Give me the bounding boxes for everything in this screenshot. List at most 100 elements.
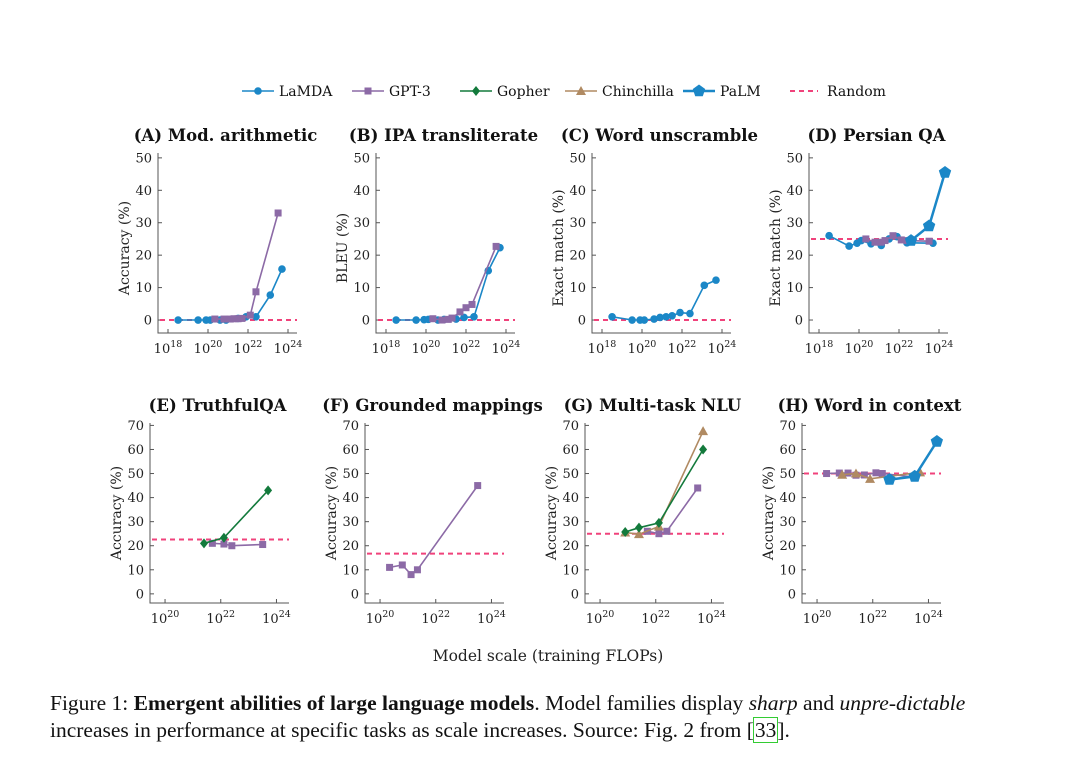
series-gopher [621,444,708,538]
data-point [837,469,848,479]
citation-link[interactable]: 33 [752,717,779,743]
axis-frame [364,423,504,604]
data-point [908,469,921,482]
axis-frame [584,423,724,604]
panel-title: (H) Word in context [778,396,962,415]
y-tick-label: 30 [353,216,370,231]
data-point [938,166,952,178]
legend-label: Chinchilla [602,84,674,100]
y-tick-label: 0 [571,587,579,602]
y-tick-label: 40 [135,184,152,199]
y-tick-label: 20 [562,539,579,554]
y-tick-label: 50 [562,467,579,482]
data-point [264,485,273,496]
panel-title: (D) Persian QA [808,126,946,145]
data-point [862,235,870,243]
series-line [842,471,921,480]
y-tick-label: 70 [562,419,579,434]
series-gpt-3 [429,242,500,324]
data-point [860,471,868,479]
data-point [633,529,644,539]
x-tick-label: 1018 [805,339,834,357]
y-tick-label: 10 [353,281,370,296]
legend-marker-pentagon-icon [692,84,706,97]
y-tick-label: 0 [578,314,586,329]
x-tick-label: 1020 [194,339,223,357]
y-tick-label: 10 [779,563,796,578]
series-line [647,487,699,535]
series-line [624,449,704,533]
y-tick-label: 70 [342,419,359,434]
x-tick-label: 1022 [858,609,887,627]
data-point [881,237,889,245]
data-point [699,444,708,455]
data-point [655,530,663,538]
panel-title: (C) Word unscramble [561,126,758,145]
y-tick-label: 50 [569,151,586,166]
x-tick-label: 1024 [925,339,954,357]
x-tick-label: 1020 [151,609,180,627]
caption-bold: Emergent abilities of large language mod… [133,691,535,715]
y-tick-label: 0 [351,587,359,602]
series-chinchilla [620,426,709,539]
data-point [230,315,238,323]
x-tick-label: 1022 [234,339,263,357]
caption-text: . [784,718,790,742]
y-tick-label: 50 [786,151,803,166]
y-tick-label: 30 [135,216,152,231]
data-point [278,265,286,273]
y-tick-label: 20 [342,539,359,554]
panel-title: (E) TruthfulQA [149,396,287,415]
data-point [386,563,394,571]
data-point [922,219,936,232]
y-tick-label: 60 [127,443,144,458]
x-tick-label: 1024 [914,609,943,627]
legend-marker-circle-icon [254,87,262,95]
data-point [462,304,470,312]
data-point [252,312,260,321]
legend-label: GPT-3 [389,84,431,100]
data-point [412,316,420,324]
y-tick-label: 70 [779,419,796,434]
data-point [663,527,671,535]
panel-title: (A) Mod. arithmetic [134,126,318,145]
y-tick-label: 40 [779,491,796,506]
y-axis-label: BLEU (%) [335,213,351,283]
data-point [865,473,876,483]
data-point [468,300,476,308]
data-point [668,312,676,320]
data-point [429,315,437,323]
x-tick-label: 1018 [588,339,617,357]
y-tick-label: 60 [562,443,579,458]
data-point [438,316,446,324]
caption-italic: sharp [748,691,798,715]
data-point [662,312,670,321]
series-line [178,268,283,321]
y-tick-label: 20 [569,249,586,264]
y-tick-label: 40 [342,491,359,506]
x-tick-label: 1024 [477,609,506,627]
data-point [825,231,833,240]
data-point [460,313,468,322]
series-line [396,247,501,321]
data-point [656,313,664,322]
data-point [492,242,500,250]
data-point [654,517,663,528]
data-point [448,314,456,322]
panel-title: (G) Multi-task NLU [564,396,742,415]
y-tick-label: 10 [569,281,586,296]
y-axis-label: Accuracy (%) [109,466,125,561]
y-axis-label: Accuracy (%) [117,201,133,296]
x-tick-label: 1022 [885,339,914,357]
y-tick-label: 60 [342,443,359,458]
y-tick-label: 50 [353,151,370,166]
legend-label: PaLM [720,84,761,100]
data-point [407,571,415,579]
data-point [871,238,879,246]
panel-title: (F) Grounded mappings [322,396,543,415]
series-gpt-3 [211,209,282,323]
data-point [628,316,636,324]
